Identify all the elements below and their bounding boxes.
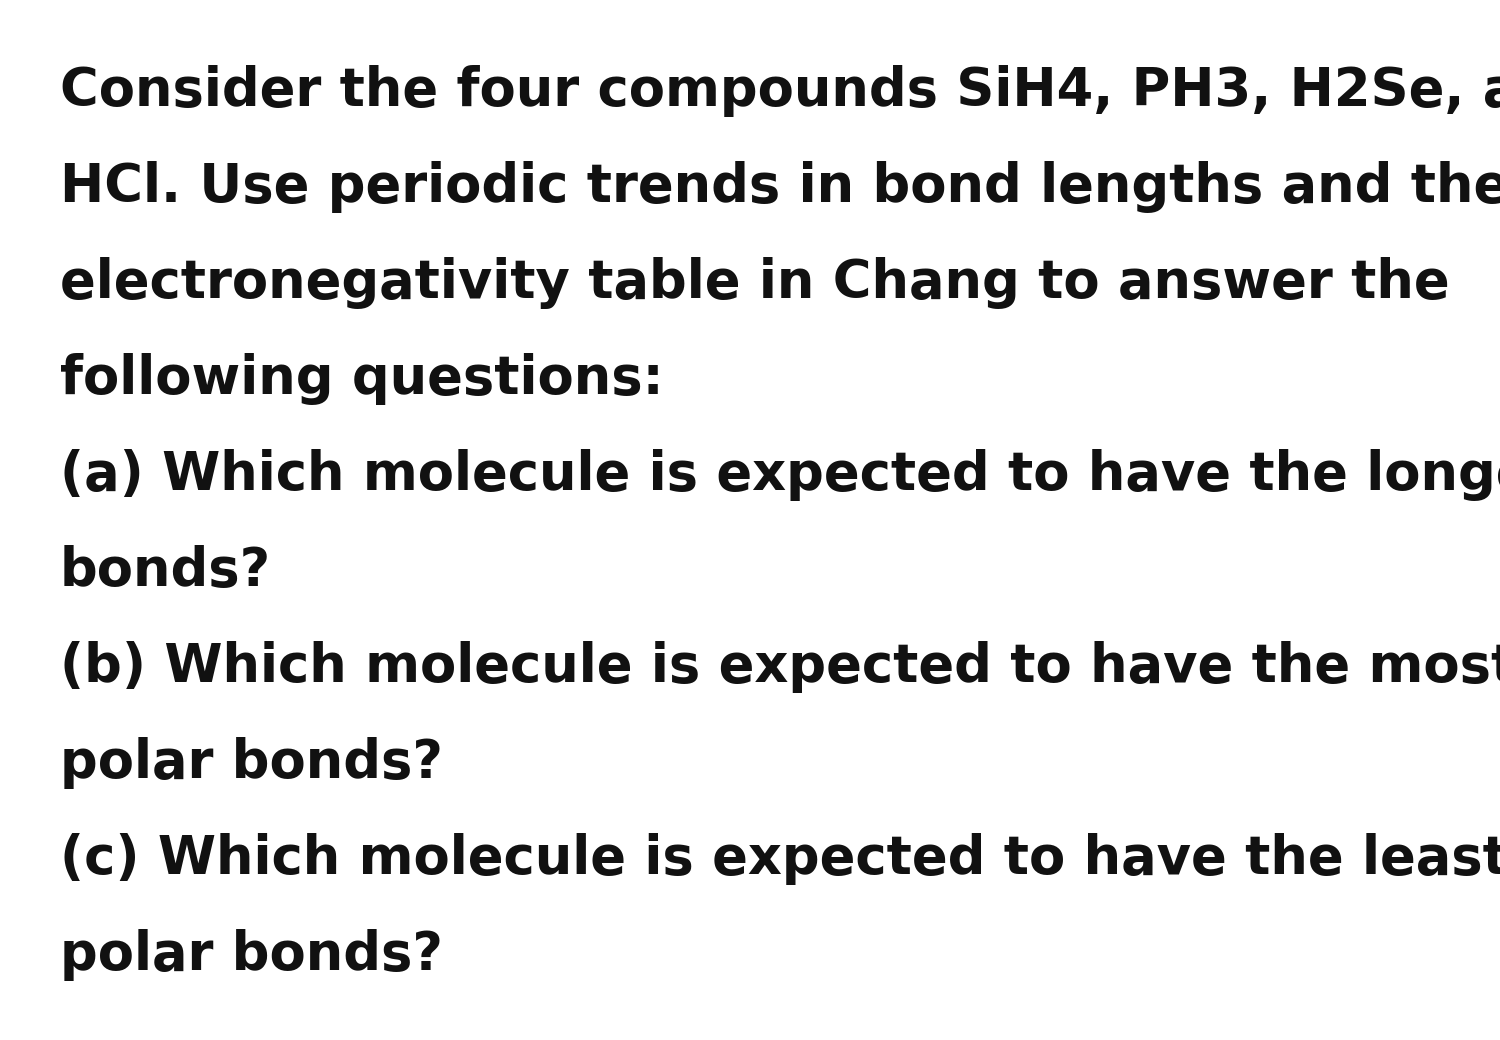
Text: Consider the four compounds SiH4, PH3, H2Se, and: Consider the four compounds SiH4, PH3, H…: [60, 64, 1500, 116]
Text: polar bonds?: polar bonds?: [60, 929, 442, 981]
Text: (a) Which molecule is expected to have the longest: (a) Which molecule is expected to have t…: [60, 449, 1500, 501]
Text: bonds?: bonds?: [60, 545, 272, 597]
Text: (b) Which molecule is expected to have the most: (b) Which molecule is expected to have t…: [60, 641, 1500, 693]
Text: HCl. Use periodic trends in bond lengths and the: HCl. Use periodic trends in bond lengths…: [60, 161, 1500, 213]
Text: electronegativity table in Chang to answer the: electronegativity table in Chang to answ…: [60, 257, 1449, 309]
Text: following questions:: following questions:: [60, 353, 663, 405]
Text: polar bonds?: polar bonds?: [60, 737, 442, 789]
Text: (c) Which molecule is expected to have the least: (c) Which molecule is expected to have t…: [60, 833, 1500, 885]
